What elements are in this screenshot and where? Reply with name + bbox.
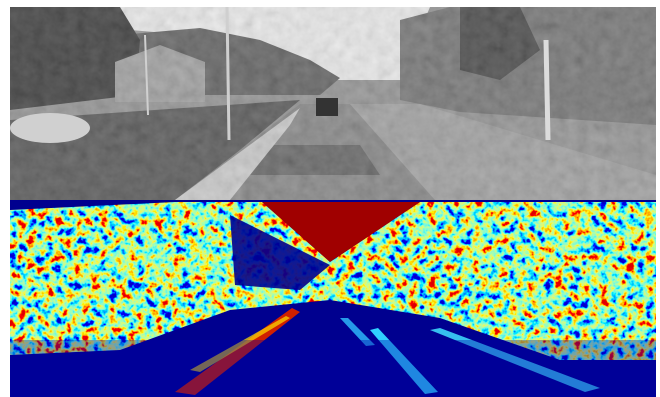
lane-streak [430, 328, 600, 392]
pole [543, 39, 551, 141]
pole [144, 34, 149, 116]
disparity-map [10, 200, 656, 397]
lane-streak [370, 328, 438, 394]
pole [225, 7, 231, 141]
road-region [10, 340, 656, 397]
car-far [316, 98, 338, 116]
street-photo [10, 7, 656, 200]
curb-streak-edge [190, 316, 290, 372]
sky-region [262, 202, 420, 262]
car [10, 113, 90, 143]
lane-streak [340, 318, 375, 346]
blue-patch [230, 215, 330, 290]
